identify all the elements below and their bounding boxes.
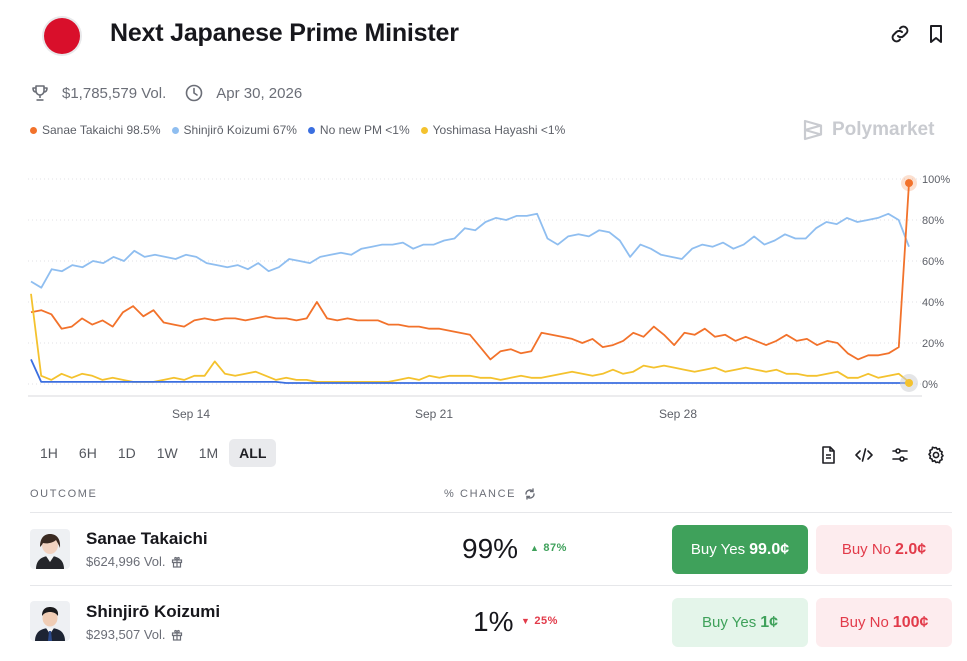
- buy-yes-button[interactable]: Buy Yes 99.0¢: [672, 525, 808, 574]
- chart-tools: [816, 443, 948, 467]
- legend-label: Yoshimasa Hayashi <1%: [432, 123, 566, 137]
- legend-item[interactable]: Shinjirō Koizumi 67%: [171, 123, 297, 137]
- outcome-column-header: OUTCOME: [30, 488, 98, 500]
- triangle-up-icon: ▲: [530, 543, 540, 553]
- range-button-1h[interactable]: 1H: [40, 445, 58, 461]
- range-button-1m[interactable]: 1M: [198, 445, 219, 461]
- table-divider: [30, 512, 952, 513]
- outcome-row[interactable]: Shinjirō Koizumi $293,507 Vol. 1% ▼ 25% …: [0, 586, 967, 658]
- y-tick-label: 20%: [922, 338, 944, 350]
- candidate-volume-text: $624,996 Vol.: [86, 554, 166, 569]
- chart-legend: Sanae Takaichi 98.5% Shinjirō Koizumi 67%…: [30, 123, 576, 137]
- triangle-down-icon: ▼: [521, 616, 531, 626]
- candidate-avatar-takaichi: [30, 529, 70, 569]
- candidate-name: Shinjirō Koizumi: [86, 602, 221, 621]
- y-tick-label: 100%: [922, 174, 950, 186]
- price-chart-svg[interactable]: 100% 80% 60% 40% 20% 0% Sep 14 Sep 21 Sep 28: [0, 160, 967, 430]
- candidate-name: Sanae Takaichi: [86, 529, 208, 548]
- range-button-6h[interactable]: 6H: [78, 445, 97, 461]
- legend-dot-icon: [307, 126, 315, 134]
- chance-delta-down: ▼ 25%: [521, 615, 558, 627]
- candidate-volume-text: $293,507 Vol.: [86, 627, 166, 642]
- chance-delta-value: 87%: [543, 542, 567, 554]
- chance-value: 99%: [462, 533, 519, 564]
- polymarket-logo: Polymarket: [802, 118, 934, 142]
- chance-column-header: % CHANCE: [444, 488, 536, 500]
- market-header: Next Japanese Prime Minister: [0, 0, 967, 70]
- document-icon[interactable]: [816, 443, 840, 467]
- volume-text: $1,785,579 Vol.: [62, 84, 167, 102]
- chance-delta-up: ▲ 87%: [530, 542, 567, 554]
- legend-dot-icon: [171, 126, 179, 134]
- filter-sliders-icon[interactable]: [888, 443, 912, 467]
- chance-delta-value: 25%: [534, 615, 558, 627]
- japan-flag-icon: [42, 16, 82, 56]
- buy-yes-label: Buy Yes: [701, 614, 757, 631]
- legend-item[interactable]: Sanae Takaichi 98.5%: [30, 123, 161, 137]
- series-line-sanae-takaichi: [30, 183, 910, 361]
- legend-item[interactable]: No new PM <1%: [307, 123, 410, 137]
- x-tick-label: Sep 14: [172, 407, 210, 421]
- series-line-shinjir-koizumi: [30, 212, 910, 289]
- buy-yes-button[interactable]: Buy Yes 1¢: [672, 598, 808, 647]
- embed-code-icon[interactable]: [852, 443, 876, 467]
- buy-no-button[interactable]: Buy No 2.0¢: [816, 525, 952, 574]
- buy-no-label: Buy No: [839, 614, 889, 631]
- price-chart[interactable]: 100% 80% 60% 40% 20% 0% Sep 14 Sep 21 Sep 28: [0, 160, 967, 430]
- legend-item[interactable]: Yoshimasa Hayashi <1%: [420, 123, 566, 137]
- y-tick-label: 60%: [922, 256, 944, 268]
- range-button-1d[interactable]: 1D: [117, 445, 136, 461]
- link-icon[interactable]: [888, 22, 912, 46]
- series-line-no-new-pm: [30, 359, 909, 384]
- range-button-all[interactable]: ALL: [229, 439, 277, 467]
- buy-yes-label: Buy Yes: [690, 541, 746, 558]
- legend-label: Sanae Takaichi 98.5%: [42, 123, 161, 137]
- polymarket-logo-icon: [803, 119, 823, 141]
- gift-icon[interactable]: [171, 629, 183, 641]
- legend-dot-icon: [420, 126, 428, 134]
- market-title: Next Japanese Prime Minister: [110, 19, 459, 47]
- time-range-selector: 1H 6H 1D 1W 1M ALL: [30, 439, 277, 467]
- buy-no-price: 2.0¢: [895, 540, 927, 558]
- settings-gear-icon[interactable]: [924, 443, 948, 467]
- buy-yes-price: 99.0¢: [749, 540, 790, 558]
- end-marker-takaichi: [905, 179, 913, 188]
- buy-no-button[interactable]: Buy No 100¢: [816, 598, 952, 647]
- trophy-icon: [32, 85, 48, 101]
- candidate-avatar-koizumi: [30, 601, 70, 641]
- legend-label: Shinjirō Koizumi 67%: [183, 123, 297, 137]
- candidate-volume: $293,507 Vol.: [86, 627, 183, 642]
- brand-name: Polymarket: [832, 119, 935, 140]
- clock-icon: [185, 84, 203, 102]
- outcome-row[interactable]: Sanae Takaichi $624,996 Vol. 99% ▲ 87% B…: [0, 513, 967, 585]
- bookmark-icon[interactable]: [924, 22, 948, 46]
- buy-yes-price: 1¢: [760, 613, 778, 631]
- y-tick-label: 80%: [922, 215, 944, 227]
- y-tick-label: 0%: [922, 379, 938, 391]
- end-date-text: Apr 30, 2026: [216, 84, 303, 102]
- refresh-icon[interactable]: [524, 488, 536, 500]
- series-line-yoshimasa-hayashi: [30, 293, 910, 383]
- x-tick-label: Sep 21: [415, 407, 453, 421]
- table-divider: [30, 585, 952, 586]
- market-meta: $1,785,579 Vol. Apr 30, 2026: [30, 82, 302, 104]
- x-tick-label: Sep 28: [659, 407, 697, 421]
- chance-column-label: % CHANCE: [444, 488, 517, 500]
- buy-no-label: Buy No: [841, 541, 892, 558]
- y-tick-label: 40%: [922, 297, 944, 309]
- legend-dot-icon: [30, 126, 37, 134]
- range-button-1w[interactable]: 1W: [156, 445, 178, 461]
- chance-value: 1%: [473, 606, 514, 637]
- legend-label: No new PM <1%: [319, 123, 410, 137]
- end-marker-hayashi: [905, 378, 913, 387]
- gift-icon[interactable]: [171, 556, 183, 568]
- buy-no-price: 100¢: [892, 613, 929, 631]
- candidate-volume: $624,996 Vol.: [86, 554, 183, 569]
